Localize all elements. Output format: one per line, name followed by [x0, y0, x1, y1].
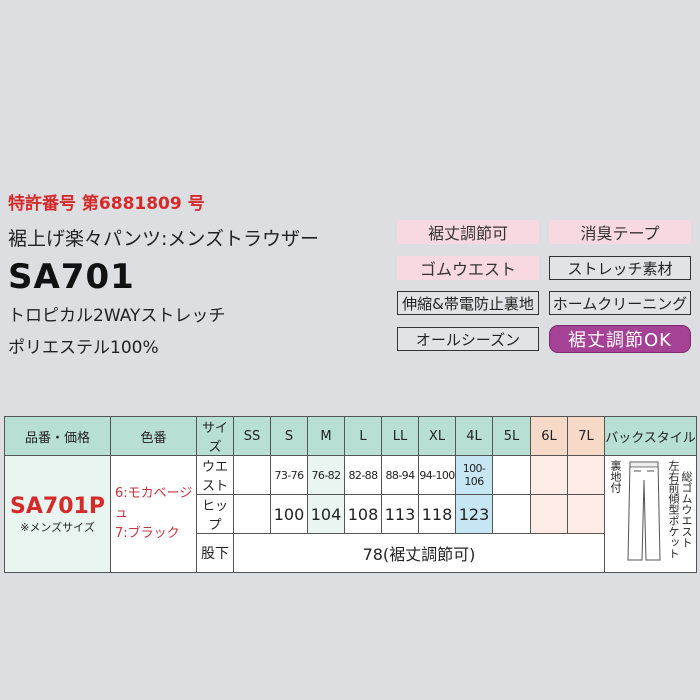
hip-ss — [233, 494, 271, 534]
waist-ss — [233, 455, 271, 495]
waist-4l: 100-106 — [455, 455, 493, 495]
back-note-pocket: 左右前傾型ポケット — [667, 460, 680, 559]
size-4l: 4L — [455, 416, 493, 456]
color-cell: 6:モカベージュ 7:ブラック — [110, 455, 197, 573]
row-label-inseam: 股下 — [196, 533, 234, 573]
waist-l: 82-88 — [344, 455, 382, 495]
size-table: 品番・価格 色番 サイズ SS S M L LL XL 4L 5L 6L 7L … — [4, 416, 697, 573]
size-5l: 5L — [492, 416, 531, 456]
waist-6l — [530, 455, 568, 495]
trousers-back-illustration — [627, 461, 661, 561]
size-xl: XL — [418, 416, 456, 456]
size-ll: LL — [381, 416, 419, 456]
waist-s: 73-76 — [270, 455, 308, 495]
header-color: 色番 — [110, 416, 197, 456]
header-size: サイズ — [196, 416, 234, 456]
hip-5l — [492, 494, 531, 534]
patent-number: 特許番号 第6881809 号 — [8, 194, 205, 214]
size-s: S — [270, 416, 308, 456]
hip-7l — [567, 494, 605, 534]
tag-elastic-waist: ゴムウエスト — [397, 256, 539, 280]
hip-ll: 113 — [381, 494, 419, 534]
tag-home-cleaning: ホームクリーニング — [549, 291, 691, 315]
back-style-cell: 裏地付 総ゴムウエスト 左右前傾型ポケット — [604, 455, 697, 573]
tag-deodorant-tape: 消臭テープ — [549, 220, 691, 244]
tag-all-season: オールシーズン — [397, 327, 539, 351]
back-note-elastic: 総ゴムウエスト — [680, 471, 693, 548]
waist-m: 76-82 — [307, 455, 345, 495]
item-cell: SA701P ※メンズサイズ — [4, 455, 111, 573]
hip-6l — [530, 494, 568, 534]
hip-m: 104 — [307, 494, 345, 534]
hip-l: 108 — [344, 494, 382, 534]
inseam-value: 78(裾丈調節可) — [233, 533, 605, 573]
fabric: トロピカル2WAYストレッチ — [8, 306, 226, 326]
hip-4l: 123 — [455, 494, 493, 534]
size-ss: SS — [233, 416, 271, 456]
header-item: 品番・価格 — [4, 416, 111, 456]
product-name: 裾上げ楽々パンツ:メンズトラウザー — [8, 228, 319, 250]
waist-ll: 88-94 — [381, 455, 419, 495]
tag-antistatic-lining: 伸縮&帯電防止裏地 — [397, 291, 539, 315]
tag-hem-ok: 裾丈調節OK — [549, 325, 691, 353]
product-code: SA701 — [8, 257, 135, 297]
waist-xl: 94-100 — [418, 455, 456, 495]
item-code: SA701P — [10, 493, 105, 519]
hip-xl: 118 — [418, 494, 456, 534]
color-option: 7:ブラック — [115, 526, 180, 541]
item-note: ※メンズサイズ — [20, 520, 95, 534]
waist-5l — [492, 455, 531, 495]
row-label-hip: ヒップ — [196, 494, 234, 534]
row-label-waist: ウエスト — [196, 455, 234, 495]
tag-stretch: ストレッチ素材 — [549, 256, 691, 280]
hip-s: 100 — [270, 494, 308, 534]
size-l: L — [344, 416, 382, 456]
back-note-lining: 裏地付 — [609, 460, 622, 493]
size-7l: 7L — [567, 416, 605, 456]
waist-7l — [567, 455, 605, 495]
color-option: 6:モカベージュ — [115, 486, 193, 521]
size-6l: 6L — [530, 416, 568, 456]
tag-hem-adjustable: 裾丈調節可 — [397, 220, 539, 244]
material: ポリエステル100% — [8, 338, 159, 358]
header-back-style: バックスタイル — [604, 416, 697, 456]
size-m: M — [307, 416, 345, 456]
